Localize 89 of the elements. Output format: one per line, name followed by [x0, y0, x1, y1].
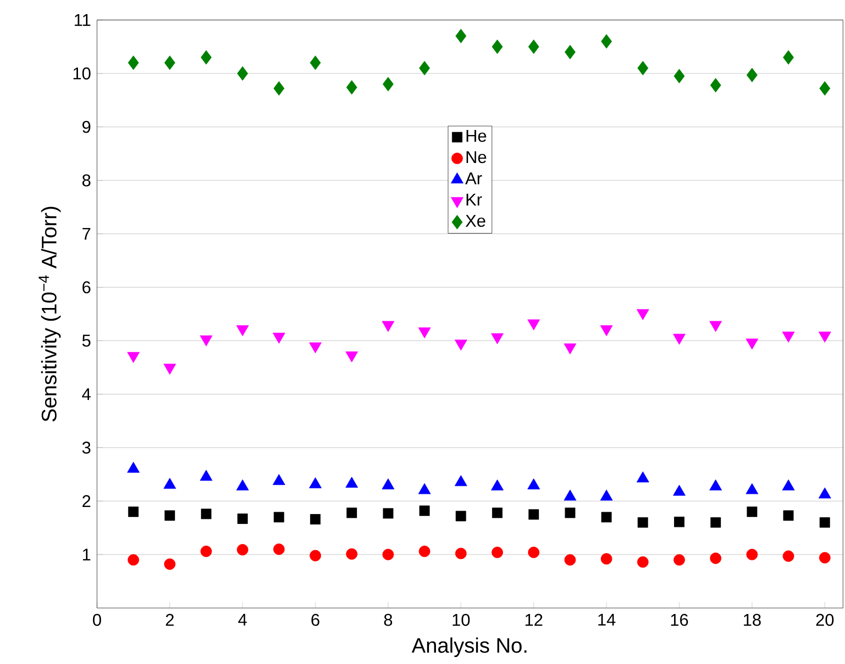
x-tick-label: 10: [452, 614, 470, 626]
point: [419, 60, 430, 76]
point: [819, 552, 831, 564]
point: [782, 550, 794, 562]
x-tick-label: 2: [166, 614, 174, 626]
point: [273, 544, 285, 555]
y-axis-title: Sensitivity (10$^{−4}$ A/Torr): [38, 206, 61, 422]
legend-label: He: [466, 130, 486, 142]
x-tick-label: 0: [92, 614, 102, 626]
point: [637, 60, 648, 76]
point: [455, 28, 466, 44]
point: [164, 56, 176, 70]
point: [128, 56, 139, 70]
point: [782, 50, 794, 65]
point: [310, 550, 322, 562]
y-tick-label: 2: [82, 495, 90, 508]
point: [601, 34, 612, 49]
point: [637, 556, 649, 568]
point: [710, 517, 721, 528]
point: [455, 548, 467, 560]
point: [346, 508, 357, 518]
point: [164, 558, 176, 570]
point: [564, 508, 576, 518]
x-tick-label: 12: [526, 614, 542, 626]
point: [638, 517, 648, 528]
legend-label: Ne: [466, 151, 486, 164]
point: [382, 548, 394, 560]
point: [746, 548, 758, 560]
x-tick-label: 20: [816, 614, 834, 626]
x-axis-title: Analysis No.: [412, 637, 526, 658]
x-tick-label: 14: [598, 614, 616, 626]
point: [674, 554, 685, 566]
x-tick-label: 6: [311, 614, 320, 626]
point: [528, 40, 540, 54]
point: [601, 512, 612, 522]
x-tick-label: 18: [744, 614, 761, 626]
point: [710, 78, 722, 92]
point: [382, 508, 394, 519]
point: [346, 80, 358, 95]
point: [674, 516, 684, 528]
x-tick-label: 16: [671, 614, 688, 626]
point: [492, 546, 503, 558]
point: [164, 510, 175, 521]
point: [710, 552, 722, 564]
point: [237, 514, 248, 524]
x-tick-label: 4: [238, 614, 247, 626]
point: [236, 544, 248, 556]
point: [564, 554, 576, 566]
legend-label: Kr: [466, 194, 482, 206]
point: [456, 510, 466, 522]
y-tick-label: 5: [82, 334, 90, 347]
point: [200, 508, 212, 520]
y-tick-label: 3: [82, 442, 90, 454]
y-tick-label: 9: [82, 120, 90, 133]
point: [819, 81, 830, 96]
point: [200, 50, 212, 65]
legend-label: Xe: [466, 215, 486, 227]
y-tick-label: 11: [74, 14, 90, 26]
point: [820, 517, 830, 528]
point: [418, 546, 430, 558]
point: [237, 66, 248, 81]
point: [746, 506, 758, 517]
point: [674, 68, 685, 84]
point: [492, 508, 502, 518]
point: [564, 44, 576, 60]
point: [382, 76, 394, 92]
point: [310, 56, 321, 70]
point: [200, 546, 212, 558]
point: [746, 68, 758, 82]
y-tick-label: 6: [82, 281, 90, 294]
legend-label: Ar: [465, 172, 482, 184]
point: [128, 506, 139, 517]
point: [128, 554, 140, 566]
point: [346, 548, 358, 560]
point: [783, 510, 794, 521]
y-tick-label: 4: [82, 388, 91, 400]
x-tick-label: 8: [384, 614, 392, 626]
point: [492, 40, 503, 54]
point: [310, 514, 321, 524]
y-tick-label: 7: [82, 228, 90, 240]
point: [419, 506, 430, 516]
point: [274, 81, 284, 96]
point: [528, 546, 540, 558]
y-tick-label: 1: [82, 548, 90, 560]
y-tick-label: 10: [74, 67, 90, 80]
point: [528, 509, 539, 520]
point: [600, 553, 612, 565]
y-tick-label: 8: [82, 174, 90, 186]
point: [274, 512, 284, 522]
